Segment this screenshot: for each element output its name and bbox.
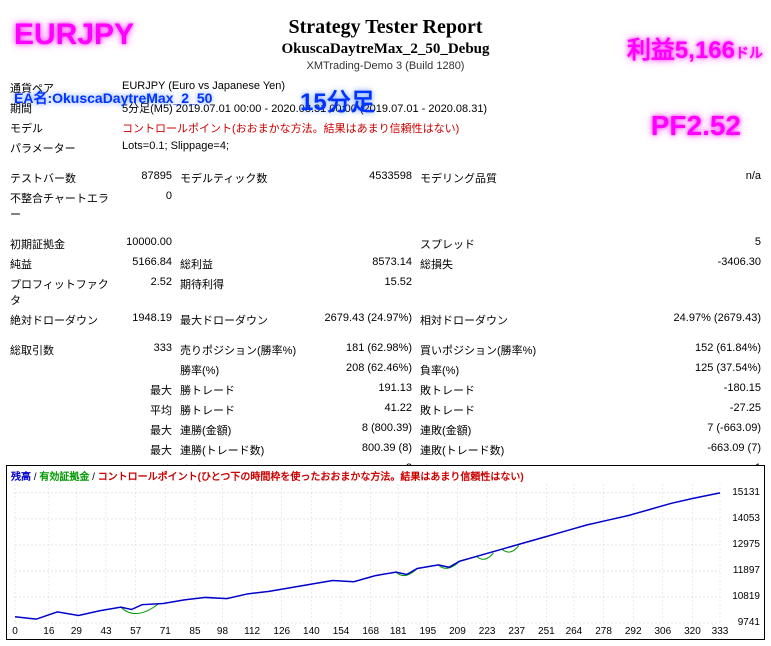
y-axis-label: 9741	[738, 617, 760, 628]
x-axis-label: 71	[160, 626, 171, 637]
table-row	[6, 158, 765, 168]
table-row: 総取引数333売りポジション(勝率%)181 (62.98%)買いポジション(勝…	[6, 340, 765, 360]
table-row: 最大勝トレード191.13敗トレード-180.15	[6, 380, 765, 400]
x-axis-label: 29	[71, 626, 82, 637]
table-row: テストバー数87895モデルティック数4533598モデリング品質n/a	[6, 168, 765, 188]
x-axis-label: 43	[100, 626, 111, 637]
x-axis-label: 140	[303, 626, 320, 637]
y-axis-label: 14053	[732, 513, 760, 524]
table-row: パラメーターLots=0.1; Slippage=4;	[6, 138, 765, 158]
table-row: 期間5分足(M5) 2019.07.01 00:00 - 2020.08.31 …	[6, 98, 765, 118]
table-row: モデルコントロールポイント(おおまかな方法。結果はあまり信頼性はない)	[6, 118, 765, 138]
report-table: 通貨ペアEURJPY (Euro vs Japanese Yen)期間5分足(M…	[6, 78, 765, 480]
x-axis-label: 264	[566, 626, 583, 637]
table-row: 初期証拠金10000.00スプレッド5	[6, 234, 765, 254]
x-axis-label: 168	[362, 626, 379, 637]
x-axis-label: 320	[684, 626, 701, 637]
x-axis-label: 278	[595, 626, 612, 637]
x-axis-label: 292	[625, 626, 642, 637]
report-broker: XMTrading-Demo 3 (Build 1280)	[0, 60, 771, 72]
report-body: 通貨ペアEURJPY (Euro vs Japanese Yen)期間5分足(M…	[0, 72, 771, 480]
table-row: プロフィットファクタ2.52期待利得15.52	[6, 274, 765, 310]
x-axis-label: 16	[43, 626, 54, 637]
x-axis-label: 98	[217, 626, 228, 637]
table-row: 最大連勝(トレード数)800.39 (8)連敗(トレード数)-663.09 (7…	[6, 440, 765, 460]
x-axis-label: 251	[538, 626, 555, 637]
report-ea-name: OkuscaDaytreMax_2_50_Debug	[0, 41, 771, 58]
x-axis-label: 112	[244, 626, 260, 637]
x-axis-label: 195	[419, 626, 436, 637]
table-row: 通貨ペアEURJPY (Euro vs Japanese Yen)	[6, 78, 765, 98]
x-axis-label: 0	[12, 626, 18, 637]
y-axis-label: 12975	[732, 539, 760, 550]
x-axis-label: 223	[479, 626, 496, 637]
table-row: 平均勝トレード41.22敗トレード-27.25	[6, 400, 765, 420]
table-row	[6, 224, 765, 234]
y-axis-label: 10819	[732, 591, 760, 602]
x-axis-label: 126	[273, 626, 290, 637]
chart-svg	[7, 466, 764, 639]
table-row: 不整合チャートエラー0	[6, 188, 765, 224]
x-axis-label: 85	[189, 626, 200, 637]
y-axis-label: 11897	[733, 565, 760, 576]
x-axis-label: 333	[712, 626, 729, 637]
x-axis-label: 237	[508, 626, 525, 637]
x-axis-label: 306	[654, 626, 671, 637]
x-axis-label: 57	[130, 626, 141, 637]
table-row: 純益5166.84総利益8573.14総損失-3406.30	[6, 254, 765, 274]
table-row: 最大連勝(金額)8 (800.39)連敗(金額)7 (-663.09)	[6, 420, 765, 440]
report-title: Strategy Tester Report	[0, 16, 771, 39]
x-axis-label: 181	[390, 626, 407, 637]
x-axis-label: 209	[449, 626, 466, 637]
report-header: Strategy Tester Report OkuscaDaytreMax_2…	[0, 0, 771, 72]
x-axis-label: 154	[333, 626, 350, 637]
table-row: 勝率(%)208 (62.46%)負率(%)125 (37.54%)	[6, 360, 765, 380]
equity-chart: 残高 / 有効証拠金 / コントロールポイント(ひとつ下の時間枠を使ったおおまか…	[6, 465, 765, 640]
table-row	[6, 330, 765, 340]
y-axis-label: 15131	[732, 487, 760, 498]
table-row: 絶対ドローダウン1948.19最大ドローダウン2679.43 (24.97%)相…	[6, 310, 765, 330]
